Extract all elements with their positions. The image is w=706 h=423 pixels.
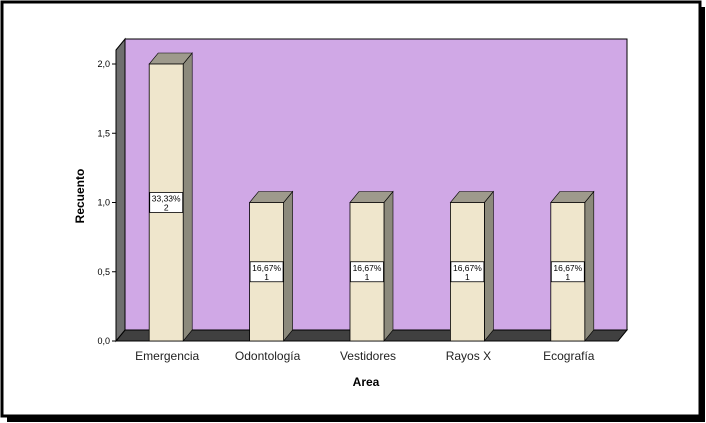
data-label-count: 1	[264, 272, 269, 282]
bar-1: 33,33%2	[148, 52, 193, 342]
y-axis-title: Recuento	[73, 169, 87, 224]
data-label-count: 1	[465, 272, 470, 282]
y-tick-label: 0,0	[97, 336, 110, 346]
bars-group: 33,33%216,67%116,67%116,67%116,67%1	[148, 52, 595, 342]
bar-side	[283, 190, 293, 342]
data-label-count: 1	[365, 272, 370, 282]
bar-5: 16,67%1	[550, 190, 595, 342]
y-tick-label: 0,5	[97, 267, 110, 277]
y-tick-label: 1,0	[97, 198, 110, 208]
bar-4: 16,67%1	[449, 190, 495, 342]
x-tick-label: Emergencia	[135, 349, 199, 363]
data-label-percent: 16,67%	[353, 263, 382, 273]
data-label-box	[550, 261, 585, 283]
data-label-box	[149, 192, 184, 213]
bar-2: 16,67%1	[248, 190, 294, 342]
data-label-percent: 16,67%	[553, 263, 582, 273]
data-label-percent: 16,67%	[252, 263, 281, 273]
x-axis: Emergencia Odontología Vestidores Rayos X Ec…	[135, 349, 595, 363]
y-tick-label: 2,0	[97, 59, 110, 69]
bar-side	[383, 190, 394, 342]
bar-side	[484, 190, 494, 342]
bar-side	[584, 190, 595, 342]
data-label-count: 1	[565, 272, 570, 282]
data-label-box	[450, 261, 485, 283]
data-label-percent: 16,67%	[453, 263, 482, 273]
x-tick-label: Rayos X	[446, 349, 491, 363]
y-axis: 0,0 0,5 1,0 1,5 2,0	[97, 59, 116, 346]
bar-3: 16,67%1	[349, 190, 394, 342]
data-label-percent: 33,33%	[152, 194, 181, 204]
x-tick-label: Odontología	[235, 349, 301, 363]
bar-side	[182, 52, 193, 342]
x-tick-label: Vestidores	[340, 349, 396, 363]
left-wall-panel	[115, 37, 126, 343]
data-label-box	[350, 261, 384, 283]
x-tick-label: Ecografía	[543, 349, 595, 363]
y-tick-label: 1,5	[97, 128, 110, 138]
data-label-count: 2	[164, 203, 169, 213]
x-axis-title: Area	[353, 375, 380, 389]
data-label-box	[249, 261, 284, 283]
